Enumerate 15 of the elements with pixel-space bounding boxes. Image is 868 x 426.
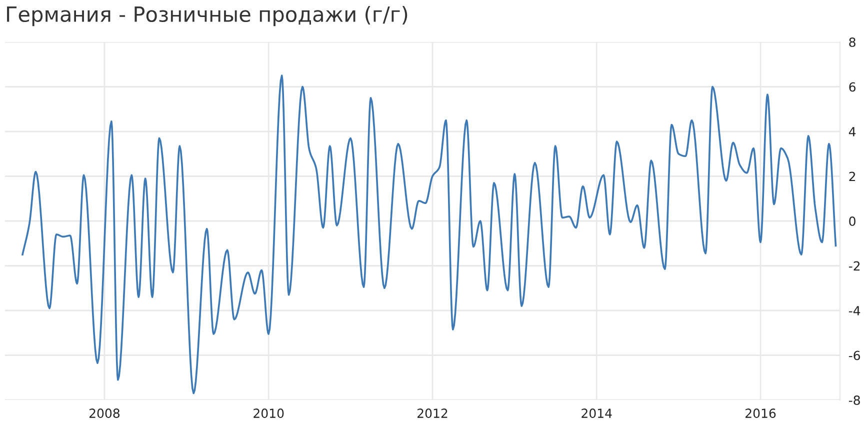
x-tick-label: 2008 (89, 408, 120, 418)
y-tick-label: 0 (849, 216, 856, 226)
x-tick-label: 2010 (254, 408, 284, 418)
y-tick-label: 8 (849, 37, 856, 47)
x-tick-label: 2014 (582, 408, 612, 418)
y-tick-label: -4 (848, 306, 860, 316)
chart-title: Германия - Розничные продажи (г/г) (7, 6, 408, 26)
y-tick-label: -2 (848, 261, 860, 270)
x-tick-label: 2016 (746, 408, 776, 418)
y-tick-label: -6 (848, 350, 860, 360)
x-tick-label: 2012 (418, 408, 448, 418)
y-tick-label: 4 (848, 127, 856, 136)
y-tick-label: 2 (849, 172, 856, 181)
y-tick-label: -8 (848, 395, 860, 405)
y-tick-label: 6 (849, 82, 856, 92)
